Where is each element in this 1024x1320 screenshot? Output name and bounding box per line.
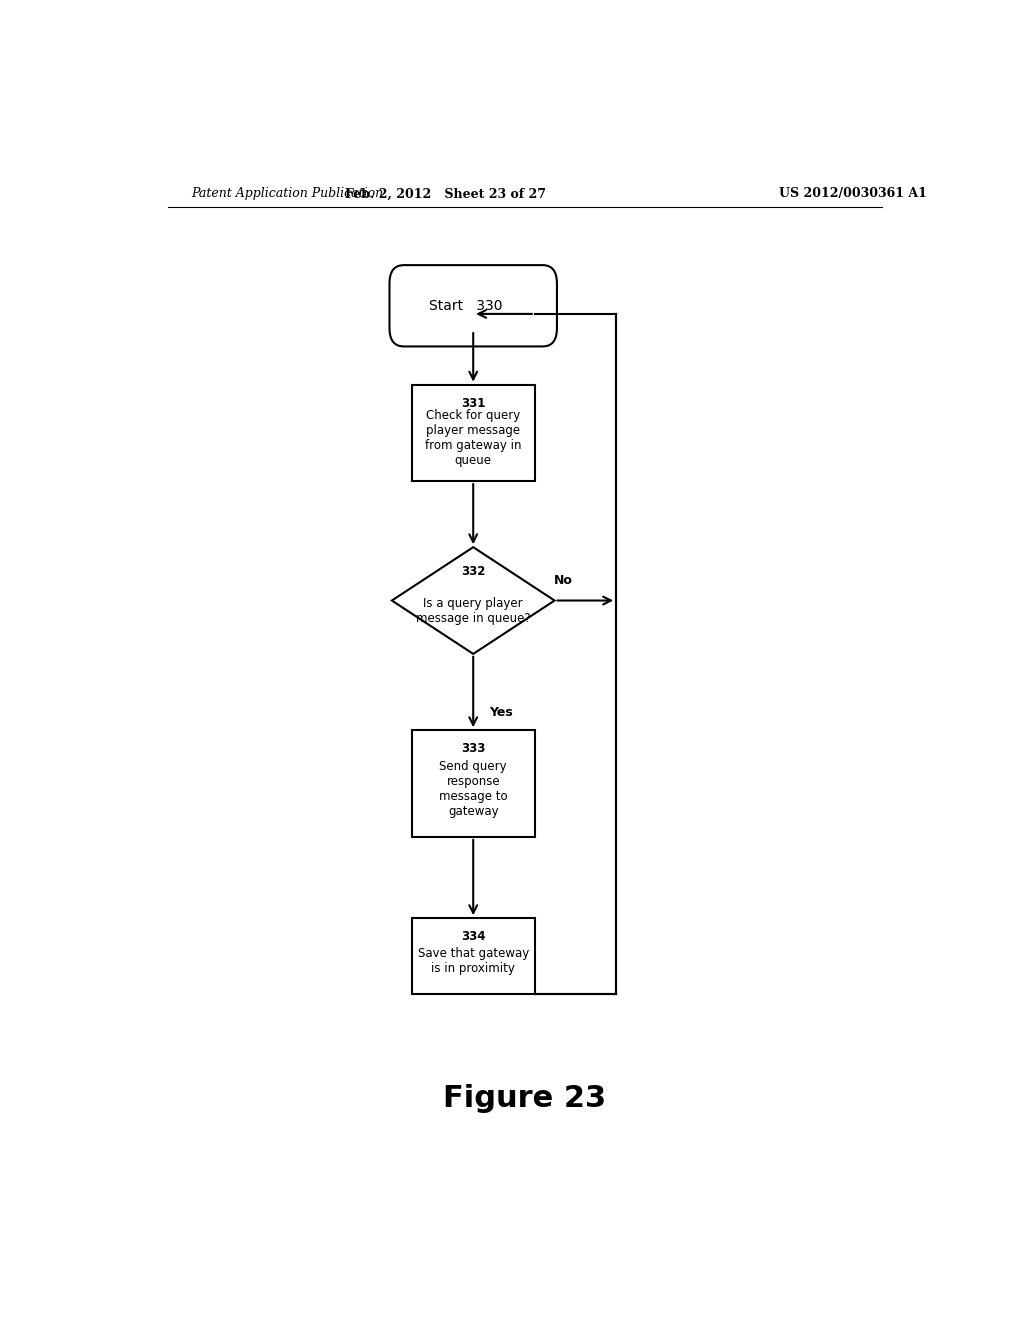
Text: 334: 334: [461, 931, 485, 944]
Text: Send query
response
message to
gateway: Send query response message to gateway: [439, 759, 508, 817]
Text: Yes: Yes: [489, 706, 513, 719]
Text: Check for query
player message
from gateway in
queue: Check for query player message from gate…: [425, 409, 521, 467]
Bar: [412, 730, 535, 837]
Bar: [412, 384, 535, 480]
Bar: [412, 919, 535, 994]
Text: Start   330: Start 330: [428, 298, 502, 313]
FancyBboxPatch shape: [389, 265, 557, 346]
Text: Is a query player
message in queue?: Is a query player message in queue?: [416, 597, 530, 624]
Text: Patent Application Publication: Patent Application Publication: [191, 187, 384, 201]
Text: 332: 332: [461, 565, 485, 578]
Text: No: No: [553, 574, 572, 587]
Text: 333: 333: [461, 742, 485, 755]
Text: US 2012/0030361 A1: US 2012/0030361 A1: [778, 187, 927, 201]
Text: Feb. 2, 2012   Sheet 23 of 27: Feb. 2, 2012 Sheet 23 of 27: [345, 187, 546, 201]
Text: Figure 23: Figure 23: [443, 1084, 606, 1113]
Text: Save that gateway
is in proximity: Save that gateway is in proximity: [418, 948, 528, 975]
Polygon shape: [392, 548, 555, 653]
Text: 331: 331: [461, 397, 485, 409]
